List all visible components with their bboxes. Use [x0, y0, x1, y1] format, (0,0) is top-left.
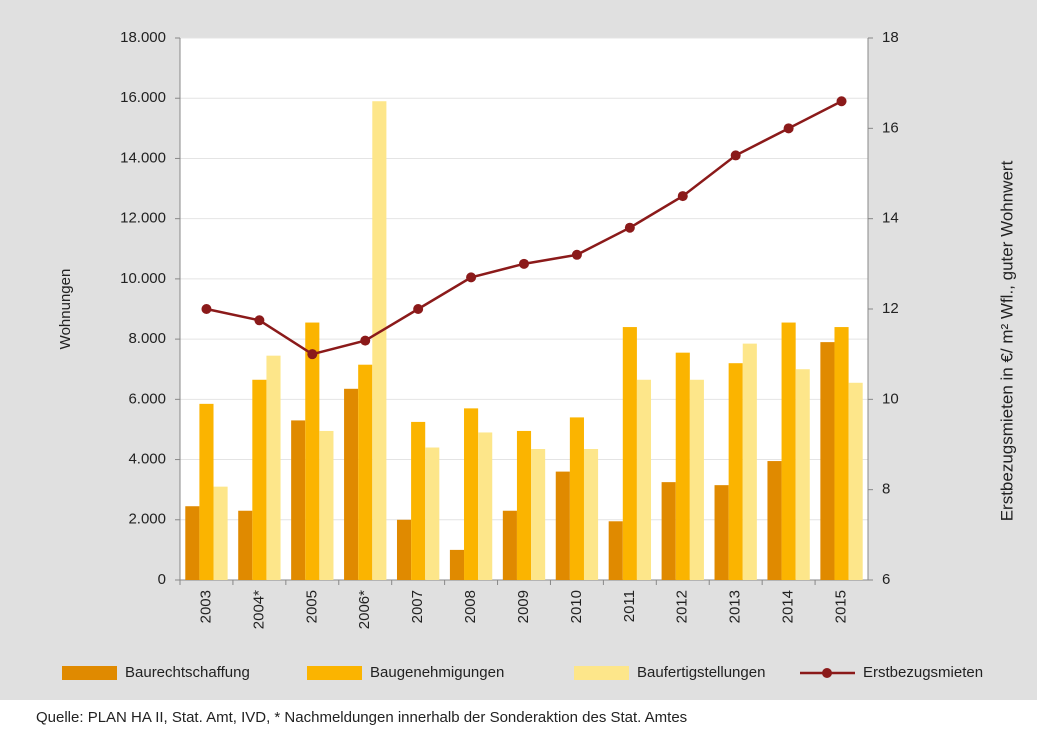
bar — [372, 101, 387, 580]
bar — [305, 322, 320, 580]
bar — [266, 355, 281, 580]
source-note: Quelle: PLAN HA II, Stat. Amt, IVD, * Na… — [36, 709, 687, 726]
y-tick-label: 18.000 — [120, 29, 166, 46]
y-tick-label: 10.000 — [120, 270, 166, 287]
bar — [449, 549, 465, 580]
y2-tick-label: 14 — [882, 210, 899, 227]
legend-label: Erstbezugsmieten — [863, 664, 983, 681]
bar — [319, 430, 334, 580]
line-marker — [307, 349, 318, 360]
bar — [358, 364, 373, 580]
bar — [608, 521, 623, 580]
bar — [636, 379, 652, 580]
legend-label: Baugenehmigungen — [370, 664, 504, 681]
y-tick-label: 12.000 — [120, 210, 166, 227]
y-tick-label: 14.000 — [120, 149, 166, 166]
bar — [411, 421, 426, 580]
bar — [661, 482, 676, 580]
x-tick-label: 2015 — [833, 590, 850, 623]
x-tick-label: 2009 — [515, 590, 532, 623]
bar — [848, 382, 863, 580]
y2-tick-label: 10 — [882, 390, 899, 407]
x-tick-label: 2006* — [356, 590, 373, 629]
y2-tick-label: 16 — [882, 119, 899, 136]
y-tick-label: 2.000 — [128, 511, 166, 528]
bar — [531, 449, 546, 580]
bar — [185, 506, 200, 580]
bar — [820, 342, 835, 580]
line-marker — [783, 123, 794, 134]
line-marker — [624, 222, 635, 233]
x-tick-label: 2004* — [250, 590, 267, 629]
y2-tick-label: 12 — [882, 300, 899, 317]
bar — [516, 430, 532, 580]
bar — [742, 343, 757, 580]
y-tick-label: 16.000 — [120, 89, 166, 106]
bar — [714, 485, 729, 580]
bar — [425, 447, 440, 580]
bar — [478, 432, 493, 580]
y2-tick-label: 18 — [882, 29, 899, 46]
legend-swatch — [822, 668, 832, 678]
legend-swatch — [307, 666, 362, 680]
bar — [583, 449, 599, 580]
bar — [344, 388, 359, 580]
bar — [781, 322, 796, 580]
x-tick-label: 2013 — [727, 590, 744, 623]
bar — [238, 510, 253, 580]
bar — [199, 403, 214, 580]
bar — [569, 417, 584, 580]
legend-label: Baufertigstellungen — [637, 664, 765, 681]
bar — [396, 519, 412, 580]
line-marker — [836, 96, 847, 107]
line-marker — [730, 150, 741, 161]
y2-tick-label: 6 — [882, 571, 890, 588]
x-tick-label: 2008 — [462, 590, 479, 623]
x-tick-label: 2012 — [674, 590, 691, 623]
line-marker — [413, 304, 424, 314]
bar — [795, 369, 810, 580]
bar — [291, 420, 306, 580]
line-marker — [571, 249, 582, 260]
y-tick-label: 4.000 — [128, 451, 166, 468]
line-marker — [519, 258, 529, 269]
y-tick-label: 0 — [158, 571, 166, 588]
bar — [675, 352, 690, 580]
line-marker — [201, 304, 212, 314]
bar — [555, 471, 570, 580]
y2-axis-label: Erstbezugsmieten in €/ m² Wfl., guter Wo… — [997, 160, 1016, 521]
legend-swatch — [574, 666, 629, 680]
bar — [213, 486, 228, 580]
x-tick-label: 2014 — [780, 590, 797, 623]
y2-tick-label: 8 — [882, 481, 890, 498]
bar — [834, 327, 849, 580]
x-tick-label: 2011 — [621, 590, 638, 622]
bar — [252, 379, 267, 580]
bar — [464, 408, 479, 580]
y-axis-label: Wohnungen — [57, 269, 74, 350]
x-tick-label: 2007 — [409, 590, 426, 623]
legend-label: Baurechtschaffung — [125, 664, 250, 681]
line-marker — [677, 191, 688, 202]
x-tick-label: 2005 — [303, 590, 320, 623]
line-marker — [254, 315, 265, 326]
x-tick-label: 2003 — [197, 590, 214, 623]
legend-swatch — [62, 666, 117, 680]
y-tick-label: 6.000 — [128, 390, 166, 407]
bar — [622, 327, 637, 580]
x-tick-label: 2010 — [568, 590, 585, 623]
line-marker — [466, 272, 477, 283]
bar — [767, 461, 782, 580]
bar — [689, 379, 704, 580]
line-marker — [360, 335, 371, 346]
bar — [502, 510, 517, 580]
y-tick-label: 8.000 — [128, 330, 166, 347]
bar — [728, 363, 743, 580]
